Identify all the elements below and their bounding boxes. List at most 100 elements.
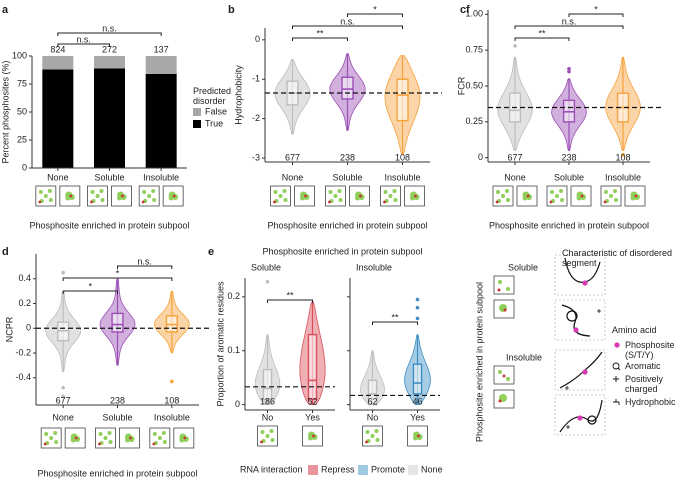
y-tick-label: 0: [255, 34, 260, 44]
icon-blob: [328, 190, 333, 194]
x-tick-label: None: [282, 172, 304, 182]
icon-blob: [65, 195, 71, 201]
icon-blob: [613, 189, 617, 193]
y-tick-label: 0.50: [465, 80, 483, 90]
icon-blob: [265, 434, 270, 438]
icon-blob: [383, 190, 388, 194]
icon-site: [172, 194, 176, 198]
x-tick-label: Soluble: [332, 172, 362, 182]
legend-swatch: [193, 108, 201, 116]
y-label: Percent phosphosites (%): [0, 60, 10, 163]
y-tick-label: -0.4: [15, 372, 31, 382]
icon-site: [90, 200, 93, 204]
icon-site: [260, 440, 263, 444]
diagram-icons: [493, 275, 515, 409]
box: [396, 78, 409, 122]
icon-site: [273, 200, 276, 204]
y-label: Proportion of aromatic residues: [215, 281, 225, 407]
x-tick-label: None: [47, 172, 69, 182]
significance-bracket: [62, 290, 118, 294]
y-tick-label: 0.25: [465, 116, 483, 126]
diagram-y-label: Phosphosite enriched in protein subpool: [474, 282, 484, 442]
icon-blob: [388, 194, 393, 198]
icon-site: [69, 194, 73, 198]
icon-blob: [555, 194, 559, 198]
significance-label: n.s.: [102, 23, 117, 33]
icon-blob: [168, 195, 174, 201]
icon-blob: [501, 194, 505, 198]
panel-label: d: [2, 246, 9, 258]
significance-label: n.s.: [137, 256, 152, 266]
bar-segment: [94, 56, 125, 69]
significance-label: *: [89, 281, 93, 291]
icon-site: [43, 442, 47, 446]
panel-label: a: [2, 4, 9, 16]
icon-blob: [151, 189, 156, 193]
x-label: Phosphosite enriched in protein subpool: [267, 220, 427, 230]
y-tick-label: 0.75: [465, 45, 483, 55]
icon-blob: [410, 195, 415, 201]
count-label: 52: [307, 396, 317, 406]
icon-blob: [269, 429, 274, 433]
outlier: [265, 279, 270, 284]
icon-blob: [560, 198, 564, 202]
count-label: 677: [56, 395, 71, 405]
icon-blob: [337, 189, 342, 193]
legend-swatch: [308, 465, 318, 475]
icon-site: [304, 194, 307, 198]
count-label: 677: [285, 152, 300, 162]
count-label: 272: [102, 44, 117, 54]
icon-blob: [49, 436, 54, 440]
significance-bracket: [568, 13, 624, 17]
y-tick-label: 75: [17, 78, 27, 88]
count-label: 108: [615, 152, 630, 162]
icon-blob: [179, 437, 185, 443]
x-label: Phosphosite enriched in protein subpool: [29, 220, 189, 230]
box: [307, 333, 318, 400]
outlier: [415, 316, 420, 321]
count-label: 46: [412, 396, 422, 406]
icon-blob: [614, 198, 618, 202]
legend-title: Predicted disorder: [193, 86, 232, 106]
icon-blob: [47, 189, 52, 193]
panel-label: e: [208, 246, 214, 258]
legend-label: Repress: [321, 464, 355, 474]
x-tick-label: Insoluble: [384, 172, 420, 182]
icon-site: [141, 200, 145, 204]
significance-bracket: [57, 43, 110, 47]
outlier: [415, 297, 420, 302]
icon-blob: [283, 198, 288, 202]
box: [341, 76, 354, 100]
icon-blob: [496, 190, 500, 194]
y-tick-label: 1.00: [465, 9, 483, 19]
icon-site: [414, 194, 417, 198]
y-tick-label: 0.1: [227, 345, 240, 355]
x-tick-label: Soluble: [554, 172, 584, 182]
icon-blob: [103, 436, 108, 440]
significance-label: *: [373, 4, 377, 14]
count-label: 108: [395, 152, 410, 162]
y-label: FCR: [456, 76, 466, 95]
significance-label: *: [116, 268, 120, 278]
y-tick-label: 0.2: [18, 298, 31, 308]
y-tick-label: 0: [26, 323, 31, 333]
icon-site: [580, 194, 584, 198]
bar-segment: [42, 69, 74, 168]
icon-blob: [100, 198, 105, 202]
significance-bracket: [292, 37, 348, 41]
icon-blob: [43, 194, 48, 198]
group-title: Soluble: [251, 262, 281, 272]
icon-blob: [152, 432, 157, 436]
significance-bracket: [514, 37, 570, 41]
bar-segment: [145, 73, 177, 168]
row-label: Insoluble: [506, 352, 542, 362]
icon-blob: [604, 190, 608, 194]
significance-label: *: [594, 4, 598, 14]
icon-blob: [393, 198, 398, 202]
significance-bracket: [514, 25, 624, 29]
legend-item: Aromatic: [625, 361, 661, 371]
bar-segment: [145, 56, 177, 74]
count-label: 62: [367, 396, 377, 406]
icon-blob: [54, 440, 59, 444]
icon-site: [383, 200, 386, 204]
